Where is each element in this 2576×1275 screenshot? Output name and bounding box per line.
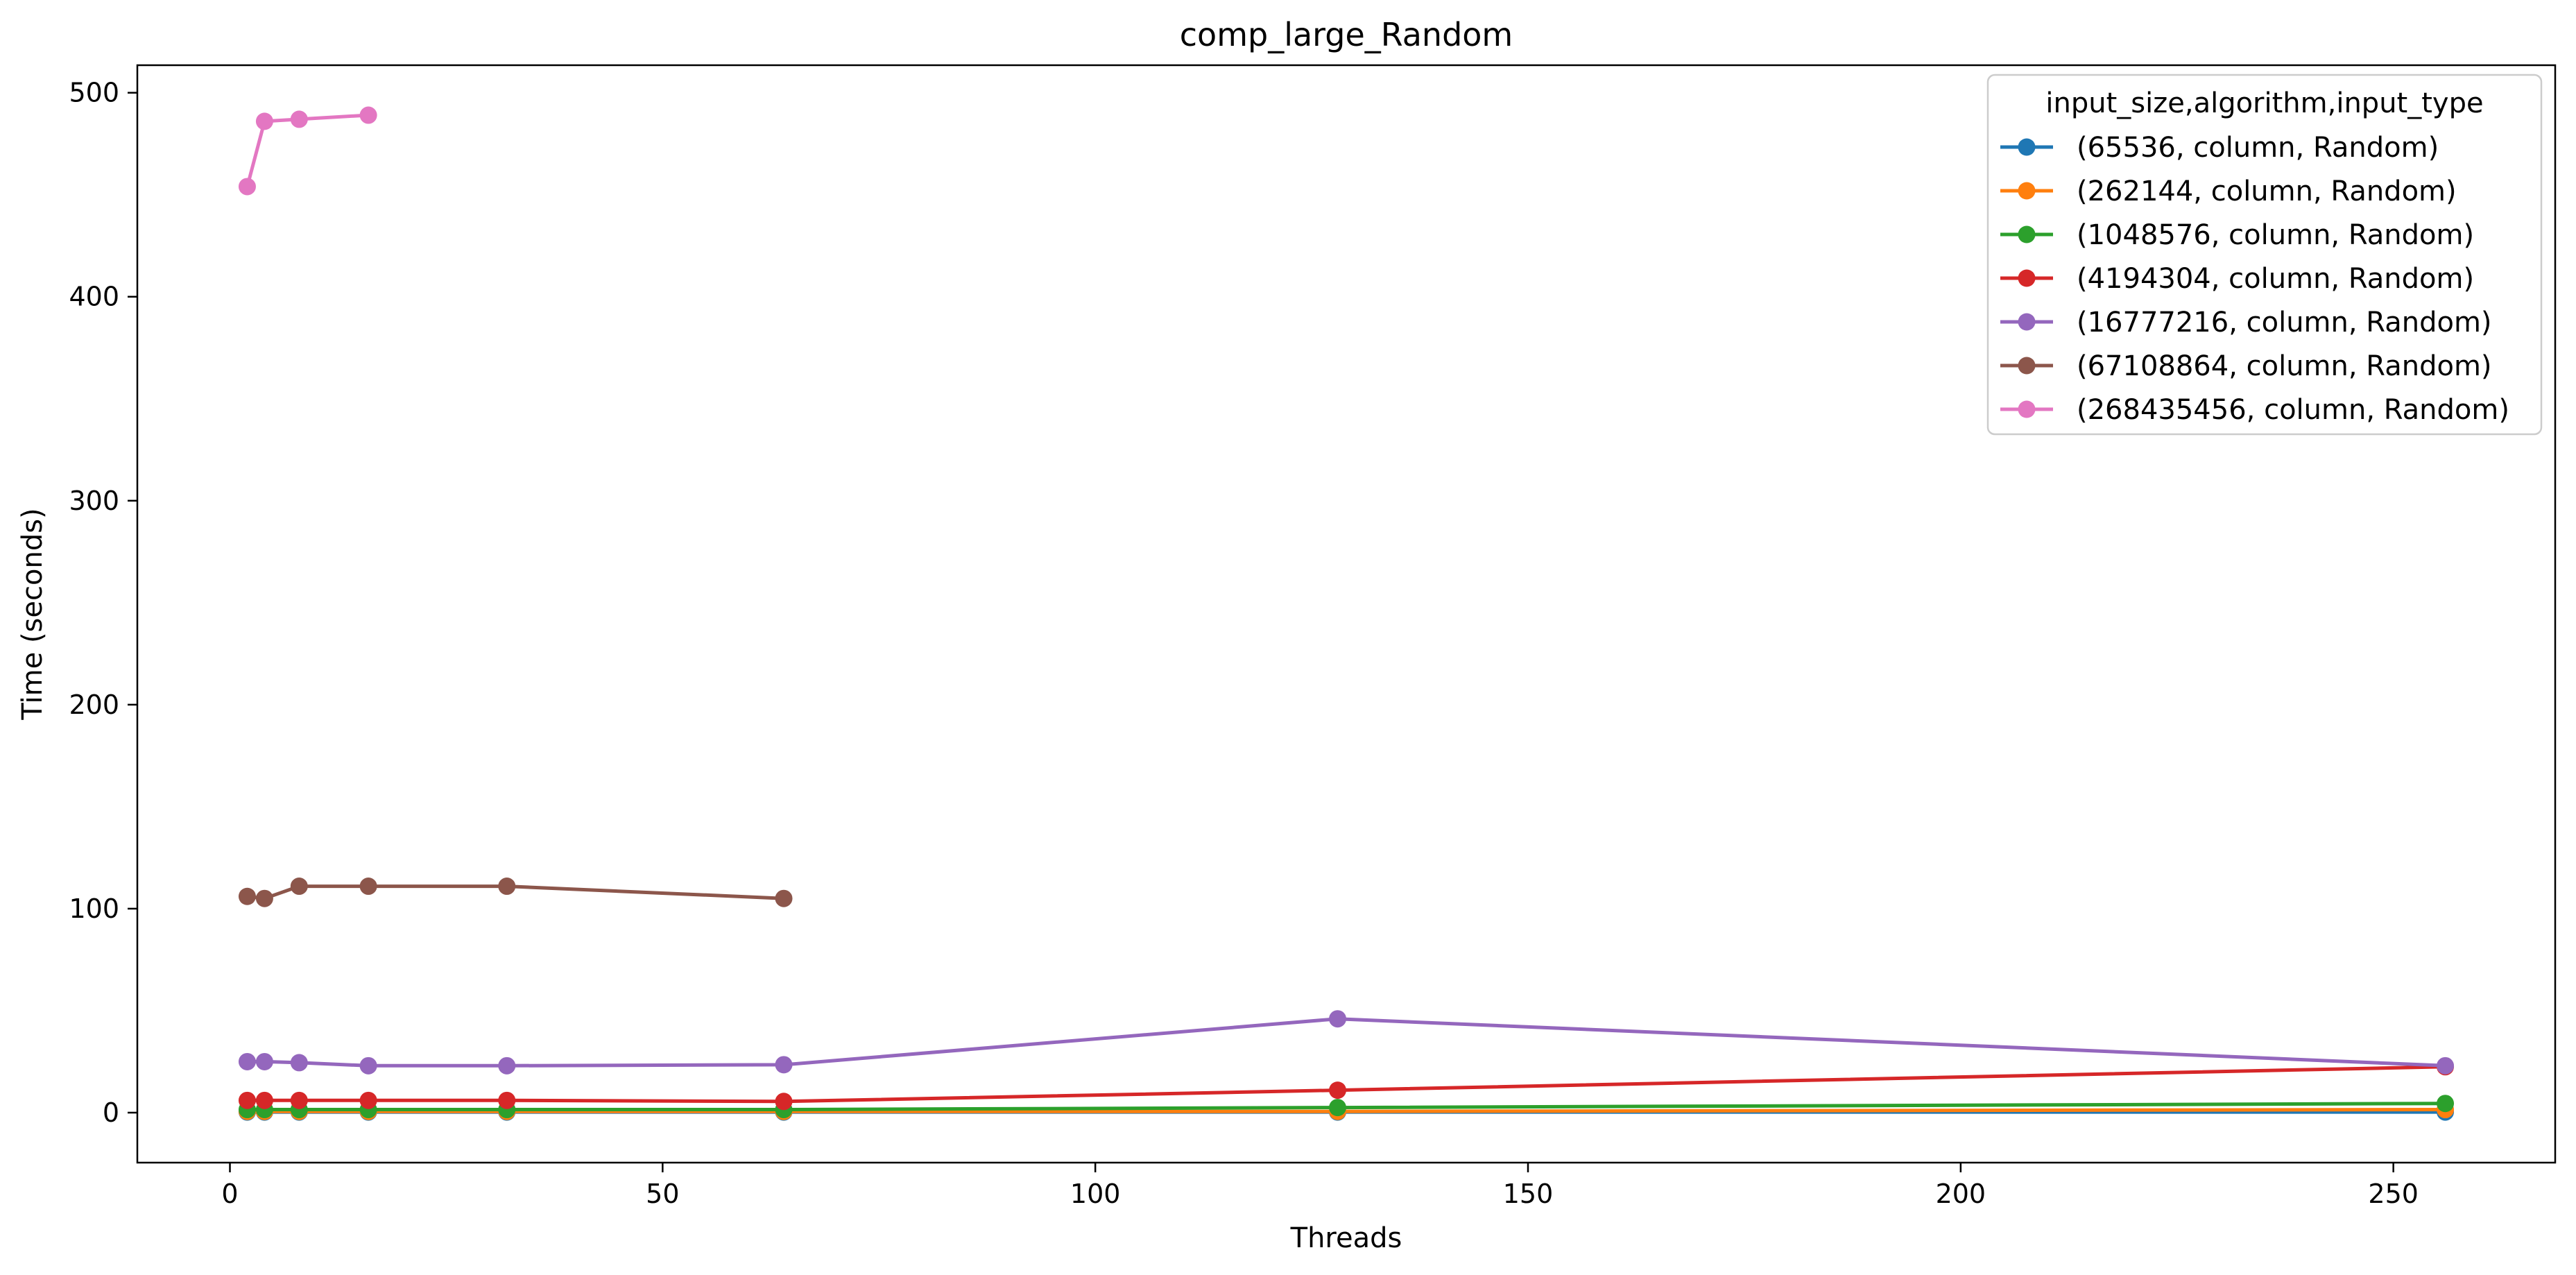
data-point <box>255 1091 273 1109</box>
data-point <box>238 887 256 905</box>
data-point <box>359 878 377 896</box>
series-5 <box>238 878 793 907</box>
legend-label: (268435456, column, Random) <box>2077 394 2509 426</box>
data-point <box>290 110 308 128</box>
data-point <box>359 106 377 124</box>
y-tick-label: 0 <box>103 1097 119 1128</box>
series-4 <box>238 1010 2455 1075</box>
x-tick-label: 150 <box>1503 1179 1554 1209</box>
data-point <box>2437 1056 2455 1075</box>
data-point <box>255 1052 273 1070</box>
legend-marker <box>2018 400 2036 418</box>
data-point <box>255 112 273 130</box>
legend-label: (65536, column, Random) <box>2077 132 2439 164</box>
legend-marker <box>2018 269 2036 287</box>
legend-item: (67108864, column, Random) <box>2000 350 2492 382</box>
data-point <box>1329 1010 1347 1028</box>
data-point <box>498 1056 516 1075</box>
data-point <box>1329 1081 1347 1099</box>
data-point <box>238 1091 256 1109</box>
data-point <box>359 1091 377 1109</box>
y-tick-label: 500 <box>69 78 119 108</box>
data-point <box>290 1054 308 1072</box>
legend-item: (1048576, column, Random) <box>2000 219 2474 251</box>
x-tick-label: 200 <box>1936 1179 1986 1209</box>
x-axis-label: Threads <box>1290 1222 1402 1254</box>
legend-marker <box>2018 138 2036 156</box>
legend-marker <box>2018 225 2036 243</box>
y-tick-label: 300 <box>69 486 119 516</box>
legend-marker <box>2018 182 2036 200</box>
legend-label: (16777216, column, Random) <box>2077 307 2492 339</box>
data-point <box>1329 1099 1347 1117</box>
plot-series-group <box>238 106 2455 1121</box>
legend-marker <box>2018 357 2036 375</box>
data-point <box>498 1091 516 1109</box>
x-tick-label: 100 <box>1070 1179 1121 1209</box>
legend-item: (65536, column, Random) <box>2000 132 2439 164</box>
x-tick-label: 50 <box>646 1179 679 1209</box>
plot-frame <box>136 64 2557 1164</box>
x-tick-label: 0 <box>221 1179 238 1209</box>
x-tick-label: 250 <box>2368 1179 2419 1209</box>
x-axis-ticks: 0 50 100 150 200 250 <box>221 1163 2419 1209</box>
y-axis-label: Time (seconds) <box>17 508 49 720</box>
chart-title: comp_large_Random <box>1180 16 1513 53</box>
data-point <box>290 878 308 896</box>
series-6 <box>238 106 377 196</box>
legend-item: (262144, column, Random) <box>2000 176 2457 207</box>
legend-marker <box>2018 313 2036 331</box>
legend-item: (268435456, column, Random) <box>2000 394 2509 426</box>
legend: input_size,algorithm,input_type (65536, … <box>1986 74 2543 436</box>
y-tick-label: 100 <box>69 893 119 924</box>
data-point <box>498 878 516 896</box>
legend-label: (262144, column, Random) <box>2077 176 2457 207</box>
data-point <box>775 1056 793 1074</box>
data-point <box>359 1056 377 1075</box>
data-point <box>238 178 256 196</box>
data-point <box>255 889 273 907</box>
legend-title: input_size,algorithm,input_type <box>2045 87 2483 119</box>
legend-box <box>1986 74 2543 436</box>
data-point <box>775 889 793 907</box>
y-axis-ticks: 0 100 200 300 400 500 <box>69 78 137 1128</box>
series-line <box>246 113 369 187</box>
data-point <box>290 1091 308 1109</box>
legend-label: (1048576, column, Random) <box>2077 219 2474 251</box>
legend-item: (4194304, column, Random) <box>2000 263 2474 295</box>
legend-items: (65536, column, Random) (262144, column, … <box>2000 132 2509 426</box>
y-tick-label: 200 <box>69 690 119 720</box>
legend-item: (16777216, column, Random) <box>2000 307 2492 339</box>
y-tick-label: 400 <box>69 282 119 312</box>
legend-label: (4194304, column, Random) <box>2077 263 2474 295</box>
data-point <box>2437 1095 2455 1113</box>
data-point <box>775 1093 793 1111</box>
data-point <box>238 1052 256 1070</box>
legend-label: (67108864, column, Random) <box>2077 350 2492 382</box>
